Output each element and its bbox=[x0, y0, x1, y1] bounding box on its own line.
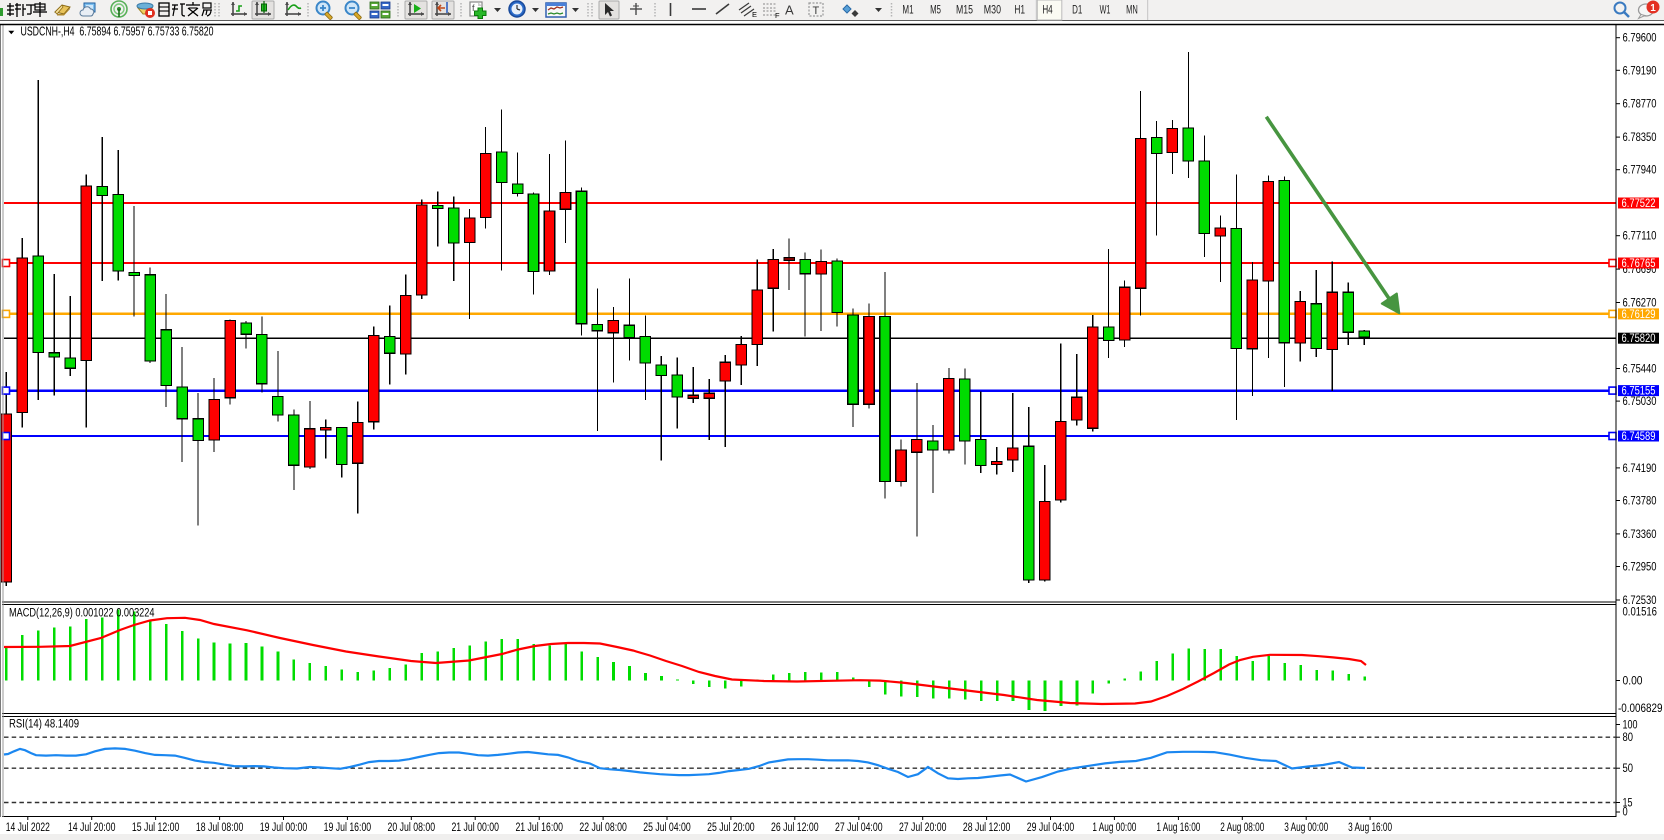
svg-text:F: F bbox=[775, 11, 780, 20]
svg-text:M15: M15 bbox=[956, 5, 973, 17]
svg-text:15 Jul 12:00: 15 Jul 12:00 bbox=[132, 822, 180, 834]
svg-text:H1: H1 bbox=[1014, 5, 1025, 17]
svg-text:MN: MN bbox=[1126, 5, 1138, 17]
svg-text:-0.006829: -0.006829 bbox=[1618, 703, 1663, 715]
svg-text:6.75030: 6.75030 bbox=[1623, 396, 1657, 408]
svg-text:1 Aug 00:00: 1 Aug 00:00 bbox=[1092, 822, 1136, 834]
svg-text:6.78350: 6.78350 bbox=[1623, 132, 1657, 144]
svg-text:6.79600: 6.79600 bbox=[1623, 33, 1657, 45]
svg-text:6.77110: 6.77110 bbox=[1623, 231, 1657, 243]
svg-text:20 Jul 08:00: 20 Jul 08:00 bbox=[388, 822, 436, 834]
svg-text:18 Jul 08:00: 18 Jul 08:00 bbox=[196, 822, 244, 834]
svg-text:D1: D1 bbox=[1072, 5, 1082, 17]
svg-text:6.74190: 6.74190 bbox=[1623, 463, 1657, 475]
svg-text:f: f bbox=[472, 3, 475, 13]
svg-text:6.73360: 6.73360 bbox=[1623, 529, 1657, 541]
svg-text:26 Jul 12:00: 26 Jul 12:00 bbox=[771, 822, 819, 834]
svg-text:6.75155: 6.75155 bbox=[1622, 386, 1656, 398]
svg-text:1 Aug 16:00: 1 Aug 16:00 bbox=[1156, 822, 1200, 834]
svg-text:14 Jul 20:00: 14 Jul 20:00 bbox=[68, 822, 116, 834]
svg-text:19 Jul 16:00: 19 Jul 16:00 bbox=[324, 822, 372, 834]
svg-text:3 Aug 00:00: 3 Aug 00:00 bbox=[1284, 822, 1328, 834]
svg-text:80: 80 bbox=[1623, 732, 1634, 744]
svg-text:MACD(12,26,9) 0.001022 0.00322: MACD(12,26,9) 0.001022 0.003224 bbox=[9, 608, 155, 620]
svg-text:6.75820: 6.75820 bbox=[1622, 333, 1656, 345]
svg-text:21 Jul 00:00: 21 Jul 00:00 bbox=[451, 822, 499, 834]
svg-text:6.79190: 6.79190 bbox=[1623, 65, 1657, 77]
svg-text:21 Jul 16:00: 21 Jul 16:00 bbox=[515, 822, 563, 834]
svg-text:27 Jul 20:00: 27 Jul 20:00 bbox=[899, 822, 947, 834]
svg-text:6.76765: 6.76765 bbox=[1622, 258, 1656, 270]
svg-text:28 Jul 12:00: 28 Jul 12:00 bbox=[963, 822, 1011, 834]
svg-text:27 Jul 04:00: 27 Jul 04:00 bbox=[835, 822, 883, 834]
svg-text:6.72950: 6.72950 bbox=[1623, 562, 1657, 574]
svg-text:19 Jul 00:00: 19 Jul 00:00 bbox=[260, 822, 308, 834]
svg-text:USDCNH-,H4 6.75894 6.75957 6.: USDCNH-,H4 6.75894 6.75957 6.75733 6.758… bbox=[21, 25, 214, 39]
svg-text:6.73780: 6.73780 bbox=[1623, 496, 1657, 508]
svg-text:6.75440: 6.75440 bbox=[1623, 364, 1657, 376]
svg-text:M5: M5 bbox=[930, 5, 941, 17]
svg-text:6.77522: 6.77522 bbox=[1622, 198, 1656, 210]
svg-text:14 Jul 2022: 14 Jul 2022 bbox=[6, 822, 50, 834]
svg-text:0.01516: 0.01516 bbox=[1623, 607, 1658, 619]
svg-text:25 Jul 20:00: 25 Jul 20:00 bbox=[707, 822, 755, 834]
svg-text:22 Jul 08:00: 22 Jul 08:00 bbox=[579, 822, 627, 834]
svg-text:E: E bbox=[752, 10, 757, 19]
svg-text:15: 15 bbox=[1623, 798, 1633, 810]
svg-text:6.77940: 6.77940 bbox=[1623, 165, 1657, 177]
svg-text:6.74589: 6.74589 bbox=[1622, 431, 1656, 443]
svg-text:M30: M30 bbox=[984, 5, 1001, 17]
svg-text:50: 50 bbox=[1623, 763, 1634, 775]
svg-text:0.00: 0.00 bbox=[1623, 676, 1643, 688]
svg-text:100: 100 bbox=[1623, 719, 1638, 731]
svg-text:A: A bbox=[785, 3, 794, 18]
svg-text:29 Jul 04:00: 29 Jul 04:00 bbox=[1027, 822, 1075, 834]
svg-text:T: T bbox=[813, 5, 820, 17]
svg-text:H4: H4 bbox=[1042, 5, 1053, 17]
svg-text:6.76129: 6.76129 bbox=[1622, 309, 1656, 321]
svg-text:6.76270: 6.76270 bbox=[1623, 298, 1657, 310]
svg-text:W1: W1 bbox=[1100, 5, 1111, 17]
svg-text:M1: M1 bbox=[902, 5, 913, 17]
svg-text:2 Aug 08:00: 2 Aug 08:00 bbox=[1220, 822, 1264, 834]
svg-text:6.78770: 6.78770 bbox=[1623, 99, 1657, 111]
svg-text:25 Jul 04:00: 25 Jul 04:00 bbox=[643, 822, 691, 834]
svg-text:1: 1 bbox=[1650, 3, 1656, 14]
svg-text:RSI(14) 48.1409: RSI(14) 48.1409 bbox=[9, 719, 79, 731]
svg-text:0: 0 bbox=[1623, 807, 1628, 819]
svg-text:3 Aug 16:00: 3 Aug 16:00 bbox=[1348, 822, 1392, 834]
svg-text:6.72530: 6.72530 bbox=[1623, 595, 1657, 607]
